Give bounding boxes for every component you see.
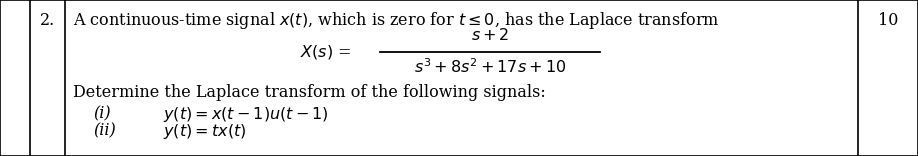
Text: $y(t)=tx(t)$: $y(t)=tx(t)$ — [163, 122, 246, 141]
Text: (i): (i) — [93, 105, 111, 122]
Text: $s^3+8s^2+17s+10$: $s^3+8s^2+17s+10$ — [414, 59, 566, 77]
Text: $X(s)$ =: $X(s)$ = — [300, 43, 352, 61]
Text: 2.: 2. — [39, 12, 55, 29]
Text: (ii): (ii) — [93, 122, 116, 139]
Text: $y(t)=x(t-1)u(t-1)$: $y(t)=x(t-1)u(t-1)$ — [163, 105, 329, 124]
Text: A continuous-time signal $x(t)$, which is zero for $t \leq 0$, has the Laplace t: A continuous-time signal $x(t)$, which i… — [73, 10, 720, 31]
Text: Determine the Laplace transform of the following signals:: Determine the Laplace transform of the f… — [73, 84, 545, 101]
Text: $s+2$: $s+2$ — [471, 27, 509, 44]
Text: 10: 10 — [878, 12, 898, 29]
